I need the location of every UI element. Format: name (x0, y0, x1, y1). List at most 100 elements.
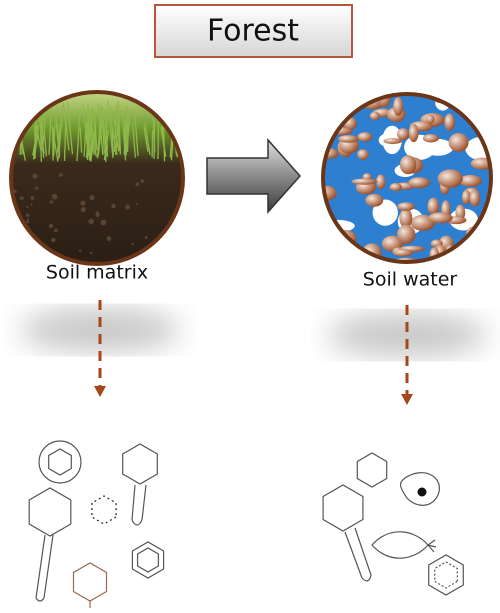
soil-grain (25, 213, 30, 218)
soil-particle (408, 123, 419, 143)
shadow (20, 308, 180, 352)
soil-particle (481, 218, 491, 229)
soil-particle (422, 134, 439, 143)
node-label: Soil matrix (46, 262, 148, 284)
soil-grain (88, 218, 94, 225)
soil-particle (460, 250, 476, 262)
soil-grain (100, 219, 107, 226)
soil-grain (13, 189, 17, 194)
soil-grain (30, 203, 33, 206)
soil-grain (26, 205, 29, 208)
hexagon (122, 443, 158, 485)
hexagon (322, 484, 364, 532)
grass-blade (107, 100, 114, 156)
soil-grain (49, 200, 54, 204)
grass-blade (43, 130, 48, 157)
grass-blade (113, 105, 118, 152)
grass-blade (121, 110, 127, 161)
hexagon (48, 448, 72, 476)
soil-particle (448, 133, 469, 152)
grass-blade (54, 110, 61, 158)
air-pocket (372, 199, 398, 226)
hexagon (428, 554, 464, 596)
soil-grain (54, 228, 58, 233)
grass-blade (76, 108, 81, 162)
soil-particle (397, 224, 416, 244)
soil-particle (338, 135, 359, 143)
soil-grain (51, 193, 58, 200)
soil-grain (131, 242, 134, 246)
grass-blade (125, 110, 132, 157)
soil-particle (484, 258, 491, 262)
title-box (154, 4, 353, 58)
soil-grain (26, 218, 29, 221)
soil-particle (393, 249, 414, 257)
soil-grain (26, 220, 30, 224)
soil-particle (437, 169, 463, 188)
soil-particle (357, 149, 369, 160)
soil-particle (397, 202, 415, 211)
soil-grain (80, 206, 86, 213)
soil-particle (461, 189, 471, 205)
soil-particle (365, 193, 384, 207)
grass-blade (112, 116, 120, 152)
grass-blade (101, 121, 105, 154)
hexagon (131, 541, 165, 579)
soil-particle (399, 208, 413, 229)
hexagon (91, 495, 117, 525)
soil-particle (408, 177, 431, 189)
molecules (28, 440, 464, 608)
grass-blade (102, 120, 109, 157)
grass-blade (53, 124, 56, 157)
soil-particle (427, 197, 440, 215)
soil-particle (357, 132, 373, 142)
arrow (206, 138, 302, 214)
soil-particle (485, 122, 491, 129)
grass-blade (134, 112, 139, 156)
grass-blade (131, 121, 136, 158)
soil-particle (451, 94, 468, 105)
arrow-head (401, 394, 413, 405)
hexagon (356, 452, 388, 488)
soil-particle (444, 113, 455, 131)
soil-particle (393, 96, 404, 116)
grass-blade (83, 123, 87, 157)
air-pocket (472, 94, 491, 109)
grass-blade (79, 126, 83, 153)
grass-blade (117, 122, 120, 152)
soil-grain (58, 173, 63, 177)
soil-grain (165, 234, 171, 240)
grass-blade (143, 126, 149, 152)
grass-blade (63, 124, 67, 161)
grass-blade (105, 111, 109, 162)
grass-blade (85, 106, 93, 159)
soil-particle (428, 212, 453, 224)
grass-blade (97, 108, 104, 156)
soil-grain (175, 244, 182, 250)
soil-grain (135, 182, 140, 187)
soil-grain (140, 179, 145, 183)
soil-grain (30, 195, 35, 200)
soil-matrix-circle (9, 90, 185, 266)
soil-grain (32, 173, 38, 179)
soil-grain (106, 236, 112, 241)
soil-grain (19, 196, 24, 201)
soil-grain (111, 203, 116, 209)
soil-water-circle (321, 92, 493, 264)
grass-blade (62, 103, 70, 151)
grass-blade (123, 106, 128, 155)
soil-grain (11, 260, 15, 264)
soil-particle (469, 190, 481, 207)
soil-grain (125, 204, 131, 210)
soil-grain (35, 186, 39, 190)
hexagon (137, 547, 159, 573)
soil-particle (399, 155, 417, 175)
grass-blade (117, 100, 122, 155)
grass-blade (48, 107, 52, 155)
soil-grain (48, 223, 54, 229)
grass-blade (51, 125, 59, 162)
grass-blade (124, 121, 129, 152)
soil-water-image (323, 94, 491, 262)
